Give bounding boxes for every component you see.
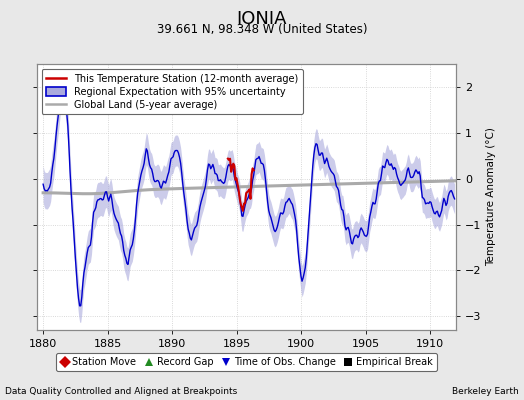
Legend: Station Move, Record Gap, Time of Obs. Change, Empirical Break: Station Move, Record Gap, Time of Obs. C… (56, 353, 436, 371)
Text: IONIA: IONIA (237, 10, 287, 28)
Text: Data Quality Controlled and Aligned at Breakpoints: Data Quality Controlled and Aligned at B… (5, 387, 237, 396)
Legend: This Temperature Station (12-month average), Regional Expectation with 95% uncer: This Temperature Station (12-month avera… (41, 69, 303, 114)
Y-axis label: Temperature Anomaly (°C): Temperature Anomaly (°C) (486, 128, 496, 266)
Text: Berkeley Earth: Berkeley Earth (452, 387, 519, 396)
Text: 39.661 N, 98.348 W (United States): 39.661 N, 98.348 W (United States) (157, 23, 367, 36)
